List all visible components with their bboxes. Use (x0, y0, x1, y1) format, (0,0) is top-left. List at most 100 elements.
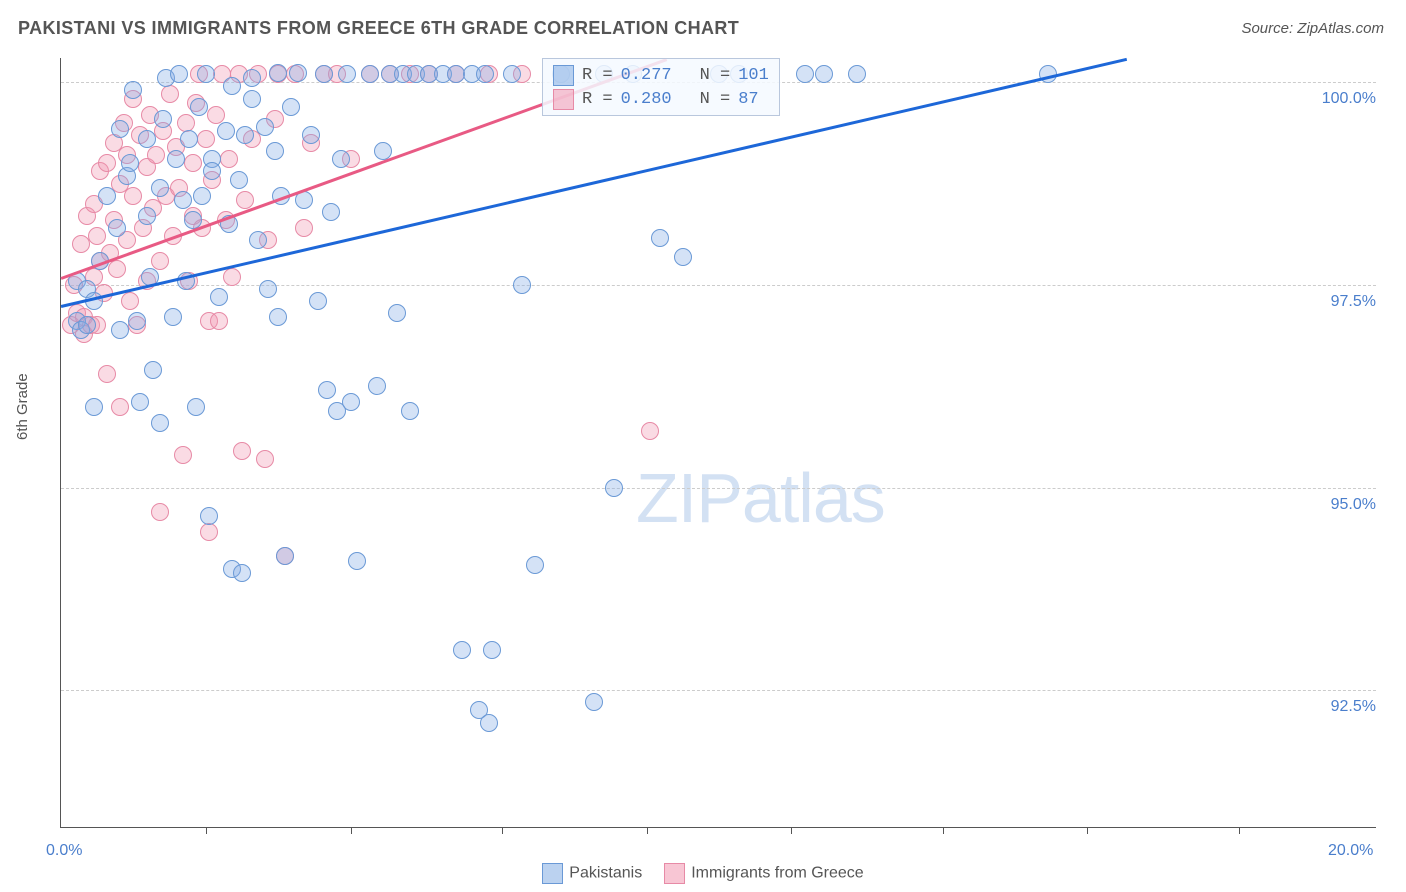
scatter-point (180, 130, 198, 148)
scatter-point (111, 398, 129, 416)
scatter-point (302, 126, 320, 144)
legend-row: R =0.280N = 87 (553, 87, 769, 111)
x-tick (647, 827, 648, 834)
scatter-point (318, 381, 336, 399)
scatter-point (332, 150, 350, 168)
legend-label: Immigrants from Greece (691, 865, 863, 882)
scatter-point (197, 130, 215, 148)
scatter-point (167, 150, 185, 168)
scatter-point (236, 126, 254, 144)
scatter-point (269, 308, 287, 326)
scatter-point (203, 162, 221, 180)
y-tick-label: 95.0% (1306, 496, 1376, 514)
scatter-point (98, 365, 116, 383)
scatter-point (210, 288, 228, 306)
scatter-point (88, 227, 106, 245)
scatter-point (348, 552, 366, 570)
scatter-point (190, 98, 208, 116)
scatter-point (848, 65, 866, 83)
legend-swatch (542, 863, 563, 884)
scatter-point (187, 398, 205, 416)
scatter-point (388, 304, 406, 322)
scatter-point (108, 260, 126, 278)
chart-title: PAKISTANI VS IMMIGRANTS FROM GREECE 6TH … (18, 18, 739, 39)
scatter-point (276, 547, 294, 565)
y-axis-label: 6th Grade (14, 373, 31, 440)
x-min-label: 0.0% (46, 842, 82, 860)
scatter-point (236, 191, 254, 209)
scatter-point (85, 398, 103, 416)
scatter-point (144, 361, 162, 379)
scatter-point (154, 110, 172, 128)
scatter-point (147, 146, 165, 164)
legend-row: R =0.277N =101 (553, 63, 769, 87)
scatter-point (111, 321, 129, 339)
source-attribution: Source: ZipAtlas.com (1241, 20, 1384, 37)
scatter-point (124, 187, 142, 205)
scatter-point (98, 154, 116, 172)
n-value: 87 (738, 90, 758, 109)
scatter-point (98, 187, 116, 205)
scatter-point (259, 280, 277, 298)
x-tick (206, 827, 207, 834)
scatter-point (368, 377, 386, 395)
scatter-point (151, 414, 169, 432)
scatter-point (131, 393, 149, 411)
scatter-point (266, 142, 284, 160)
scatter-point (233, 442, 251, 460)
scatter-point (177, 114, 195, 132)
y-tick-label: 100.0% (1306, 90, 1376, 108)
watermark-zip: ZIP (636, 459, 742, 537)
scatter-point (230, 171, 248, 189)
scatter-point (674, 248, 692, 266)
y-tick-label: 97.5% (1306, 293, 1376, 311)
scatter-point (138, 130, 156, 148)
scatter-point (322, 203, 340, 221)
scatter-point (401, 402, 419, 420)
scatter-point (151, 252, 169, 270)
scatter-point (197, 65, 215, 83)
scatter-point (651, 229, 669, 247)
scatter-point (72, 235, 90, 253)
scatter-point (249, 231, 267, 249)
scatter-point (128, 312, 146, 330)
n-label: N = (700, 90, 731, 109)
scatter-point (138, 207, 156, 225)
scatter-point (480, 714, 498, 732)
scatter-point (815, 65, 833, 83)
gridline (61, 488, 1376, 489)
scatter-point (338, 65, 356, 83)
scatter-point (295, 219, 313, 237)
scatter-point (151, 503, 169, 521)
scatter-point (223, 268, 241, 286)
scatter-point (289, 64, 307, 82)
scatter-point (585, 693, 603, 711)
n-value: 101 (738, 66, 769, 85)
scatter-point (174, 191, 192, 209)
scatter-point (184, 154, 202, 172)
correlation-legend: R =0.277N =101R =0.280N = 87 (542, 58, 780, 116)
scatter-point (78, 316, 96, 334)
scatter-point (121, 154, 139, 172)
scatter-plot-area: ZIPatlas (60, 58, 1376, 828)
scatter-point (108, 219, 126, 237)
x-tick (943, 827, 944, 834)
scatter-point (217, 122, 235, 140)
x-tick (1239, 827, 1240, 834)
scatter-point (200, 507, 218, 525)
scatter-point (233, 564, 251, 582)
scatter-point (282, 98, 300, 116)
legend-label: Pakistanis (569, 865, 642, 882)
r-value: 0.277 (621, 66, 672, 85)
legend-swatch (553, 89, 574, 110)
scatter-point (453, 641, 471, 659)
scatter-point (124, 81, 142, 99)
scatter-point (513, 276, 531, 294)
scatter-point (170, 65, 188, 83)
x-tick (1087, 827, 1088, 834)
scatter-point (210, 312, 228, 330)
scatter-point (243, 90, 261, 108)
scatter-point (605, 479, 623, 497)
scatter-point (256, 118, 274, 136)
scatter-point (256, 450, 274, 468)
